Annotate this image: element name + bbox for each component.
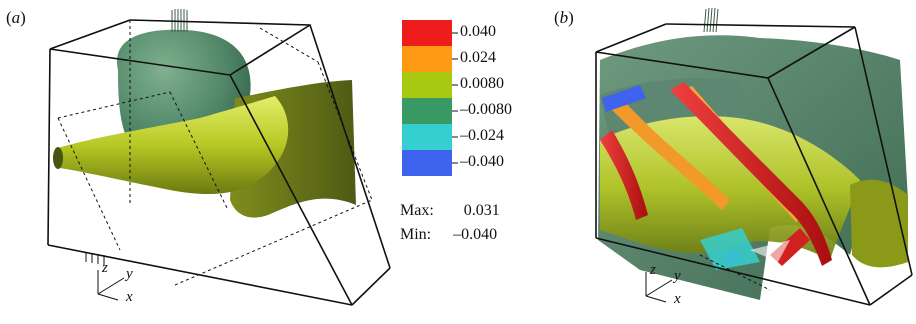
max-label: Max: — [400, 202, 434, 219]
panel-a-z-label: z — [101, 260, 108, 276]
panel-a-y-axis — [97, 277, 125, 295]
legend-swatch — [402, 20, 452, 46]
panel-b-y-axis — [645, 279, 673, 297]
panel-a-box-edges — [47, 19, 391, 306]
panel-a-x-axis — [97, 293, 119, 301]
panel-b-highlight — [750, 240, 790, 262]
legend-label: 0.0080 — [460, 75, 504, 92]
panel-b-tuft — [703, 7, 719, 33]
min-stat: Min: –0.040 — [400, 226, 497, 244]
panel-a-tube-cap — [53, 147, 63, 169]
panel-b-orange-band-1 — [612, 102, 730, 210]
min-value: –0.040 — [453, 226, 498, 243]
legend-swatch — [402, 98, 452, 124]
panel-a-axis-triad — [97, 270, 125, 301]
panel-b-cyan-patch — [700, 228, 760, 270]
legend-label: –0.040 — [460, 153, 504, 170]
legend-swatch — [402, 150, 452, 176]
legend-swatches — [402, 20, 458, 176]
panel-b-x-label: x — [673, 291, 681, 307]
legend-swatch — [402, 46, 452, 72]
legend-label: 0.040 — [460, 23, 496, 40]
max-stat: Max: 0.031 — [400, 202, 500, 220]
panel-b-olive-lobe — [850, 179, 908, 268]
panel-a-ticks — [85, 252, 105, 265]
panel-b-blue-patch-1 — [602, 85, 646, 112]
panel-a-label: (a) — [6, 8, 26, 27]
panel-a-x-label: x — [125, 289, 133, 305]
panel-b-box-edges — [595, 23, 913, 306]
legend-label: –0.0080 — [460, 101, 512, 118]
panel-b-plot: z y x — [595, 7, 913, 307]
legend-label: 0.024 — [460, 49, 496, 66]
panel-b-z-label: z — [649, 262, 656, 278]
legend-swatch — [402, 124, 452, 150]
legend-swatch — [402, 72, 452, 98]
panel-a-y-label: y — [124, 266, 133, 282]
panel-b-label: (b) — [554, 8, 574, 27]
panel-b-red-ridge-2 — [670, 82, 832, 266]
legend-label: –0.024 — [460, 127, 504, 144]
panel-b-red-ridge-1 — [600, 130, 648, 220]
min-label: Min: — [400, 226, 432, 243]
panel-b-axis-triad — [645, 272, 673, 303]
max-value: 0.031 — [463, 202, 500, 219]
panel-a-plot: z y x — [47, 9, 391, 306]
panel-b-dashed-edges — [699, 254, 771, 291]
panel-b-x-axis — [645, 295, 667, 303]
panel-a-yellow-isosurface — [58, 96, 289, 195]
panel-b-y-label: y — [672, 268, 681, 284]
